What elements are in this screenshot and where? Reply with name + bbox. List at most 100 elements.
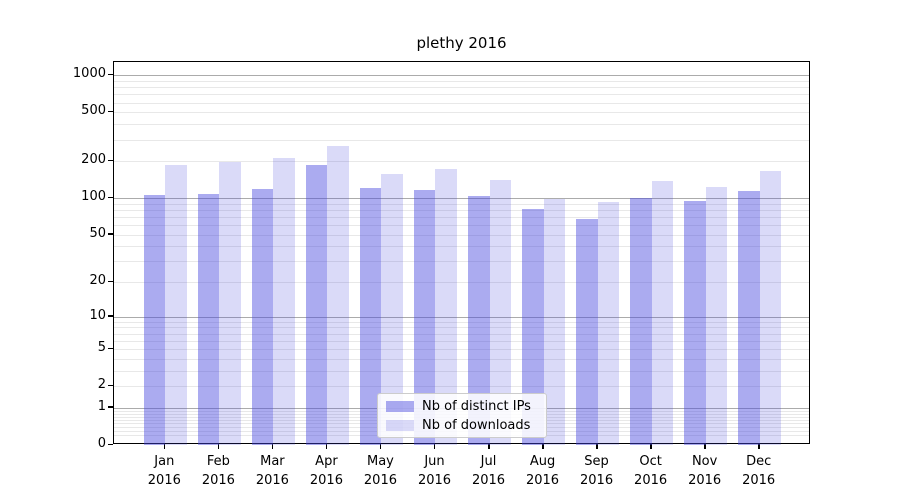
x-tick-label: Sep 2016 [580,454,614,488]
x-tick-label: Jun 2016 [417,454,452,488]
x-tick-label: Dec 2016 [742,454,776,488]
x-tick-label: Jul 2016 [471,454,506,488]
bar-distinct-ips-dec [738,191,760,445]
bar-downloads-feb [219,161,241,445]
minor-gridline [114,87,809,89]
legend-label-distinct-ips: Nb of distinct IPs [422,398,531,414]
x-tick-label: Mar 2016 [255,454,289,488]
x-tick-label: Nov 2016 [688,454,722,488]
minor-gridline [114,340,809,342]
legend-entry-downloads: Nb of downloads [386,418,538,433]
x-tick-mark [163,444,166,449]
x-tick-label: May 2016 [363,454,397,488]
x-tick-label: Aug 2016 [525,454,560,488]
bar-distinct-ips-feb [197,193,220,445]
bar-distinct-ips-aug [521,209,544,445]
x-tick-mark [217,444,220,449]
bar-downloads-nov [705,186,728,445]
y-tick-mark [108,406,113,408]
bar-distinct-ips-oct [630,198,652,445]
chart-title: plethy 2016 [416,34,507,52]
x-tick-mark [325,444,328,449]
y-tick-label: 200 [81,152,106,168]
x-tick-mark [379,444,382,449]
bar-distinct-ips-sep [575,219,598,445]
x-tick-label: Jan 2016 [147,454,181,488]
plot-area [113,61,810,445]
y-tick-label: 5 [97,340,106,356]
minor-gridline [114,209,809,211]
y-tick-label: 500 [81,103,106,119]
minor-gridline [114,349,809,351]
bar-distinct-ips-nov [684,200,706,445]
minor-gridline [114,225,809,227]
major-gridline [114,198,809,200]
legend-swatch-downloads [386,419,414,431]
x-tick-mark [488,444,490,449]
minor-gridline [114,321,809,323]
x-tick-mark [704,444,706,449]
x-tick-label: Feb 2016 [201,454,235,488]
x-tick-label: Oct 2016 [634,454,668,488]
minor-gridline [114,358,809,360]
minor-gridline [114,102,809,104]
bar-distinct-ips-jan [143,195,166,445]
y-tick-label: 10 [89,307,106,323]
minor-gridline [114,333,809,335]
x-tick-mark [433,444,436,449]
bar-distinct-ips-mar [251,188,274,445]
y-tick-label: 50 [89,225,106,241]
bar-downloads-sep [597,201,620,445]
minor-gridline [114,386,809,388]
bar-distinct-ips-apr [305,165,328,445]
minor-gridline [114,234,809,236]
y-tick-mark [108,159,113,162]
minor-gridline [114,246,809,248]
legend: Nb of distinct IPs Nb of downloads [377,393,547,438]
bar-downloads-may [381,174,404,445]
y-tick-label: 20 [89,273,106,289]
y-tick-mark [108,196,113,199]
y-tick-label: 1000 [72,66,106,82]
minor-gridline [114,203,809,205]
minor-gridline [114,112,809,114]
y-tick-mark [108,384,113,387]
y-tick-label: 1 [97,398,106,414]
legend-swatch-distinct-ips [386,400,414,412]
major-gridline [114,75,809,77]
minor-gridline [114,94,809,96]
y-tick-mark [108,233,113,235]
bar-downloads-jul [489,179,512,445]
bar-distinct-ips-jul [467,195,490,445]
legend-entry-distinct-ips: Nb of distinct IPs [386,399,538,414]
minor-gridline [114,327,809,329]
minor-gridline [114,282,809,284]
bar-downloads-apr [327,146,350,445]
x-tick-mark [650,444,652,449]
minor-gridline [114,161,809,163]
y-tick-mark [108,73,113,76]
y-tick-label: 100 [81,189,106,205]
x-tick-mark [271,444,274,449]
x-tick-mark [542,444,544,449]
bar-downloads-aug [543,199,566,445]
major-gridline [114,316,809,318]
bar-downloads-dec [759,170,782,445]
minor-gridline [114,139,809,141]
x-tick-mark [596,444,598,449]
minor-gridline [114,370,809,372]
y-tick-label: 2 [97,377,106,393]
y-tick-mark [108,110,113,113]
bar-downloads-jan [165,165,187,445]
y-tick-mark [108,280,113,283]
bar-downloads-jun [435,168,458,445]
minor-gridline [114,124,809,126]
x-tick-mark [758,444,760,449]
minor-gridline [114,261,809,263]
y-tick-mark [108,347,113,350]
bar-distinct-ips-jun [413,190,436,445]
bar-distinct-ips-may [359,188,382,445]
x-tick-label: Apr 2016 [309,454,343,488]
y-tick-mark [108,315,113,317]
minor-gridline [114,216,809,218]
